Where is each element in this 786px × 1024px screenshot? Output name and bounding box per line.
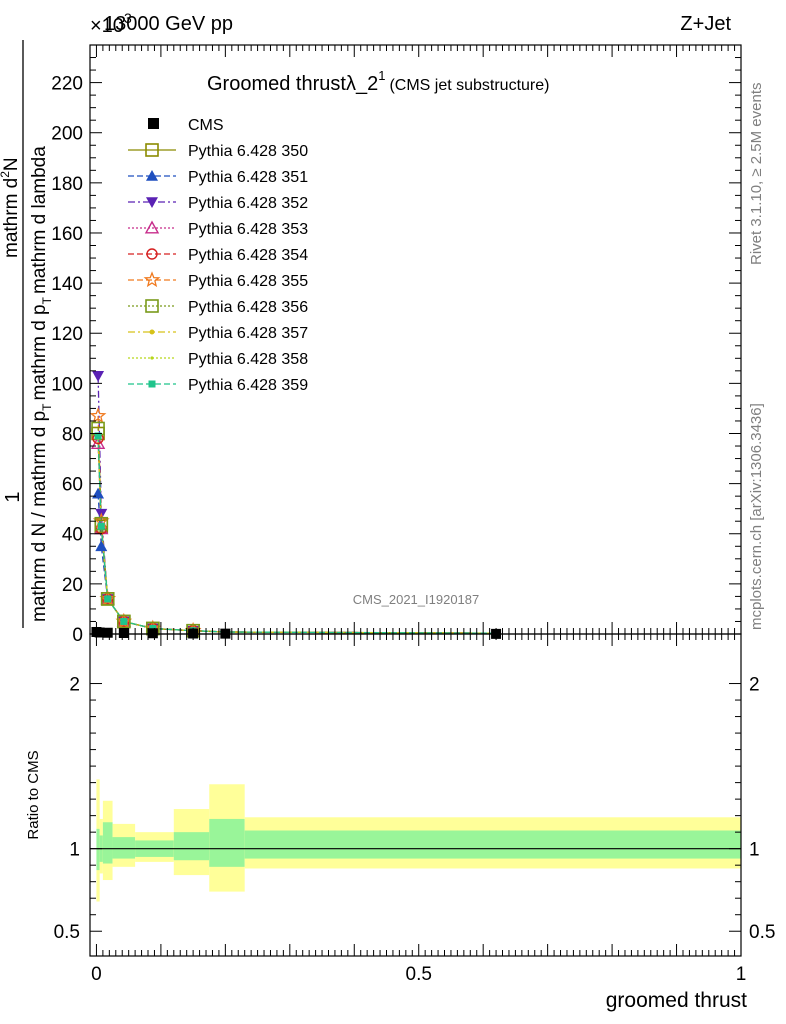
legend-marker-3 <box>144 220 160 234</box>
ratio-frame <box>89 633 742 957</box>
rivet-label: Rivet 3.1.10, ≥ 2.5M events <box>748 83 765 266</box>
energy-label: 13000 GeV pp <box>104 13 233 35</box>
series-marker-9 <box>97 522 105 530</box>
cms-data-point <box>94 627 105 638</box>
x-tick-label: 0 <box>91 964 102 985</box>
main-y-tick-label: 200 <box>51 124 83 145</box>
cms-data-point <box>147 628 158 639</box>
main-y-tick-label: 60 <box>62 475 83 496</box>
legend-label-7: Pythia 6.428 357 <box>188 325 308 342</box>
main-y-tick-label: 80 <box>62 424 83 445</box>
main-y-tick-label: 100 <box>51 374 83 395</box>
x-tick-label: 1 <box>736 964 747 985</box>
legend-label-4: Pythia 6.428 354 <box>188 247 308 264</box>
ratio-inner-band <box>112 837 136 859</box>
cms-data-point <box>118 627 129 638</box>
ratio-bands <box>96 779 742 902</box>
ratio-y-tick-label-right: 1 <box>749 840 760 861</box>
legend-marker-9 <box>148 380 156 388</box>
legend-marker-4 <box>146 248 158 260</box>
legend-marker-1 <box>146 170 158 181</box>
series-marker-1 <box>92 487 105 499</box>
ratio-y-tick-label: 0.5 <box>54 922 80 943</box>
ratio-y-tick-label: 2 <box>69 675 80 696</box>
legend-marker-0 <box>145 143 159 157</box>
exponent-label: ×103 <box>90 10 132 37</box>
legend: CMS Pythia 6.428 350 Pythia 6.428 351 Pythi… <box>128 117 308 394</box>
ratio-inner-band <box>102 822 113 864</box>
ratio-x-ticks: 0 0.5 1 <box>91 634 746 985</box>
legend-label-5: Pythia 6.428 355 <box>188 273 308 290</box>
series-marker-9 <box>120 617 128 625</box>
series-marker-2 <box>92 371 105 382</box>
x-axis-label: groomed thrust <box>606 989 747 1012</box>
main-series-markers <box>89 371 502 639</box>
legend-label-8: Pythia 6.428 358 <box>188 351 308 368</box>
ratio-inner-band <box>209 818 245 867</box>
legend-label-3: Pythia 6.428 353 <box>188 221 308 238</box>
series-line-1 <box>97 493 497 634</box>
main-y-tick-label: 120 <box>51 324 83 345</box>
y-label-numerator: mathrm d N / mathrm d pTmathrm d pTmathr… <box>29 146 54 622</box>
main-panel: 0 20 40 60 80 100 120 140 160 180 200 220 Groomed t… <box>0 40 742 646</box>
legend-marker-8 <box>150 356 154 360</box>
main-y-tick-label: 0 <box>72 625 83 646</box>
mcplots-label: mcplots.cern.ch [arXiv:1306.3436] <box>748 403 765 630</box>
legend-label-9: Pythia 6.428 359 <box>188 377 308 394</box>
main-y-tick-label: 220 <box>51 74 83 95</box>
series-marker-5 <box>89 407 107 424</box>
legend-marker-5 <box>143 271 161 288</box>
series-marker-6 <box>100 592 115 606</box>
main-y-tick-label: 180 <box>51 174 83 195</box>
series-marker-1 <box>95 540 108 552</box>
series-marker-9 <box>94 432 102 440</box>
main-y-tick-label: 140 <box>51 274 83 295</box>
main-y-ticks: 0 20 40 60 80 100 120 140 160 180 200 220 <box>51 57 741 646</box>
legend-marker-2 <box>146 197 158 208</box>
chart-title: Groomed thrustλ_21(CMS jet substructure) <box>207 68 549 95</box>
ratio-inner-band <box>96 828 100 871</box>
legend-label-2: Pythia 6.428 352 <box>188 195 308 212</box>
ratio-y-ticks: 0.5 0.5 1 1 2 2 <box>54 675 776 944</box>
legend-cms-marker <box>148 118 159 129</box>
series-marker-6 <box>117 614 131 629</box>
main-y-tick-label: 20 <box>62 575 83 596</box>
y-label-lead: 1 <box>2 491 24 502</box>
ratio-y-tick-label-right: 2 <box>749 675 760 696</box>
ratio-panel: 0.5 0.51 12 2 0 0.5 1 Ratio to CMS groomed th… <box>25 633 776 1012</box>
legend-label-1: Pythia 6.428 351 <box>188 169 308 186</box>
y-label-denominator: mathrm d2N <box>0 157 22 258</box>
ratio-y-axis-label: Ratio to CMS <box>25 750 42 839</box>
cms-data-point <box>102 627 113 638</box>
legend-marker-6 <box>145 299 159 313</box>
watermark: CMS_2021_I1920187 <box>353 592 480 607</box>
ratio-y-tick-label: 1 <box>69 840 80 861</box>
ratio-inner-band <box>244 830 742 859</box>
main-x-ticks <box>95 45 742 634</box>
ratio-y-tick-label-right: 0.5 <box>749 922 775 943</box>
series-marker-9 <box>104 595 112 603</box>
series-line-9 <box>97 435 497 634</box>
main-y-tick-label: 160 <box>51 224 83 245</box>
legend-label-6: Pythia 6.428 356 <box>188 299 308 316</box>
main-y-axis-label: 1 mathrm d N / mathrm d pTmathrm d pTmat… <box>0 40 54 628</box>
x-tick-label: 0.5 <box>406 964 432 985</box>
legend-marker-7 <box>149 329 155 335</box>
ratio-inner-band <box>173 832 210 861</box>
legend-label-0: Pythia 6.428 350 <box>188 143 308 160</box>
process-label: Z+Jet <box>680 13 731 35</box>
series-marker-4 <box>102 593 114 605</box>
legend-cms-label: CMS <box>188 117 224 134</box>
main-y-tick-label: 40 <box>62 525 83 546</box>
